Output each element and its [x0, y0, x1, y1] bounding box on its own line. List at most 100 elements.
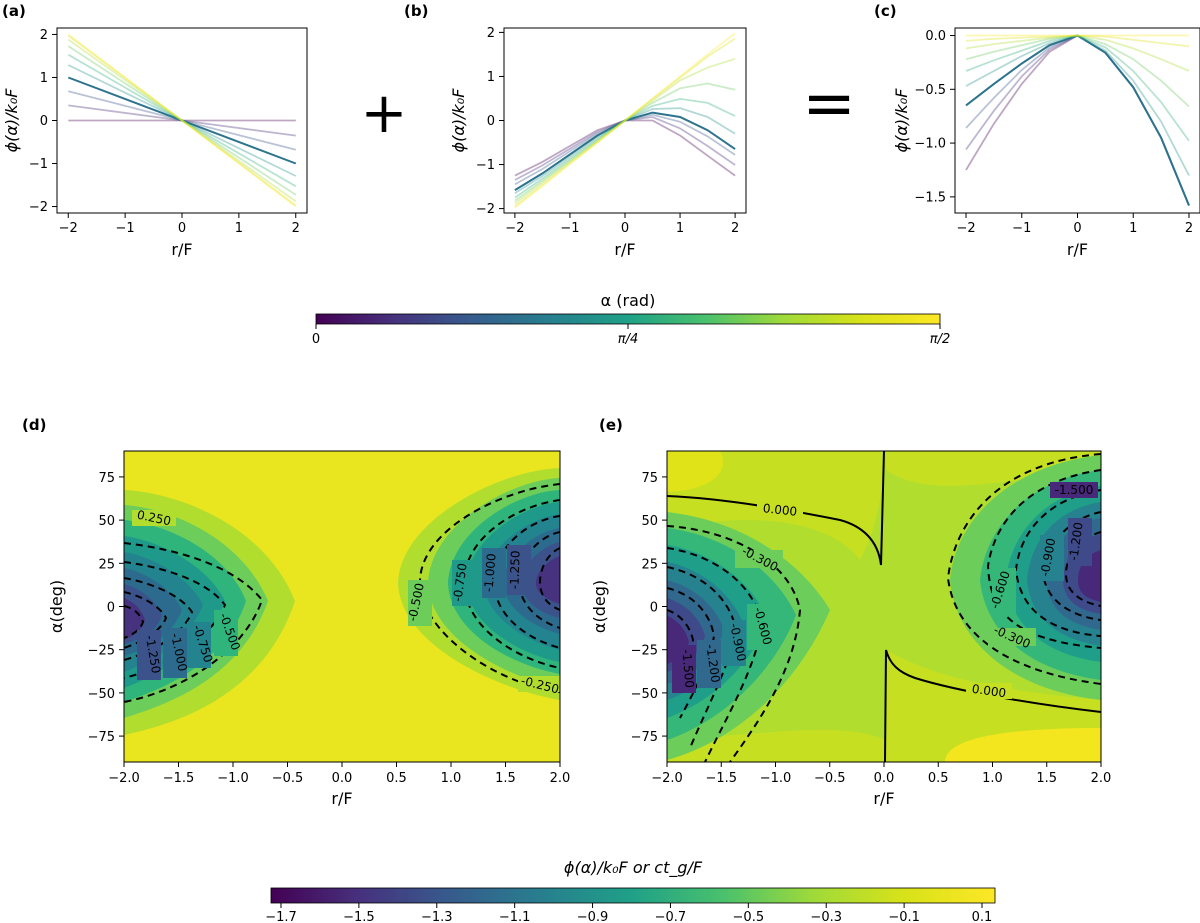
y-tick-label: −1.0 [914, 137, 946, 152]
x-tick-label: −2 [505, 221, 524, 236]
series-line [965, 34, 1190, 72]
filled-contour-band [945, 728, 1101, 762]
alpha-cbar-tick-label: π/2 [930, 332, 950, 347]
contour-label-bg [697, 640, 721, 688]
contour-label-bg [1040, 535, 1064, 581]
contour-label-bg [672, 645, 696, 693]
x-tick-label: 0.0 [332, 771, 353, 786]
solid-contours [667, 451, 1101, 762]
y-tick-label: 50 [98, 514, 115, 529]
contour-label: -0.750 [450, 562, 469, 602]
y-tick-label: 0 [487, 114, 495, 129]
contour-label: -1.250 [507, 550, 522, 589]
series-line [514, 32, 736, 209]
value-cbar-tick-label: −0.1 [888, 910, 920, 923]
series-line [514, 57, 736, 205]
series-line [67, 76, 297, 165]
value-colorbar: ϕ(α)/k₀F or ct_g/F −1.7 −1.5 −1.3 −1.1 −0.9 −… [265, 858, 996, 923]
y-tick-label: 1 [487, 70, 495, 85]
value-cbar-tick-label: 0.1 [972, 910, 993, 923]
contour-label-bg [735, 550, 783, 568]
value-cbar-tick-label: −0.9 [577, 910, 609, 923]
contour-label-bg [187, 622, 211, 668]
contour-label-bg [507, 545, 531, 595]
x-axis-label: r/F [331, 789, 352, 808]
y-tick-label: 0 [650, 601, 658, 616]
contour-line [538, 547, 560, 611]
series-line [67, 64, 297, 177]
x-tick-label: −2 [956, 221, 975, 236]
x-tick-label: 2.0 [1091, 771, 1112, 786]
contour-label-bg [452, 560, 476, 606]
y-tick-label: 25 [641, 557, 658, 572]
plus-operator: + [361, 81, 408, 146]
series-line [965, 34, 1190, 206]
y-tick-label: −25 [88, 644, 115, 659]
y-tick-label: 2 [40, 28, 48, 43]
y-axis-label: ϕ(α)/k₀F [449, 88, 468, 153]
series-line [965, 34, 1190, 176]
x-tick-label: −0.5 [814, 771, 846, 786]
x-tick-label: 2 [292, 221, 300, 236]
contour-line-zero [667, 451, 885, 566]
x-tick-label: 2 [1185, 221, 1193, 236]
x-tick-label: −1.0 [760, 771, 792, 786]
contour-line-zero [884, 649, 1101, 762]
y-tick-label: 1 [40, 71, 48, 86]
contour-label: 0.000 [971, 682, 1007, 701]
contour-label: -1.500 [679, 649, 696, 689]
contour-line [667, 525, 802, 762]
y-tick-label: 25 [98, 557, 115, 572]
y-tick-label: 0 [40, 114, 48, 129]
x-tick-label: −1.5 [705, 771, 737, 786]
contour-label-bg [988, 628, 1036, 646]
series-line [67, 53, 297, 188]
contour-label-bg [137, 630, 161, 680]
y-axis-label: α(deg) [590, 580, 609, 633]
contour-line [667, 587, 716, 719]
contour-label-bg [747, 604, 771, 650]
value-cbar-tick-label: −1.3 [421, 910, 453, 923]
y-tick-label: −25 [631, 644, 658, 659]
contour-label-bg [722, 620, 746, 666]
x-tick-label: −2.0 [108, 771, 140, 786]
value-colorbar-gradient [270, 887, 996, 904]
x-tick-label: −1.0 [217, 771, 249, 786]
plot-frame [954, 27, 1200, 214]
contour-line [124, 605, 145, 639]
x-tick-label: −2.0 [651, 771, 683, 786]
y-axis-label: ϕ(α)/k₀F [892, 88, 911, 153]
value-cbar-tick-label: −0.7 [655, 910, 687, 923]
y-axis-label: ϕ(α)/k₀F [2, 88, 21, 153]
x-tick-label: −1.5 [163, 771, 195, 786]
value-cbar-tick-label: −1.7 [265, 910, 297, 923]
panel-b: −2 −1 0 1 2 −2 −1 0 1 2 r/F ϕ(α)/k₀F [449, 26, 747, 259]
panel-e: 0.000 -0.300 -0.600 -0.900 -1.200 -1.500… [590, 450, 1112, 808]
y-tick-label: −50 [88, 687, 115, 702]
x-tick-label: 2.0 [550, 771, 571, 786]
x-tick-label: −1 [116, 221, 135, 236]
value-cbar-tick-label: −1.1 [499, 910, 531, 923]
x-tick-label: 1 [676, 221, 684, 236]
contour-line [124, 561, 227, 679]
y-tick-label: −0.5 [914, 83, 946, 98]
panel-label-c: (c) [874, 2, 897, 20]
y-axis-label: α(deg) [47, 580, 66, 633]
x-axis-label: r/F [873, 789, 894, 808]
x-tick-label: 1.0 [982, 771, 1003, 786]
series-line [965, 34, 1190, 108]
series-line [514, 107, 736, 194]
contour-label-bg [408, 580, 432, 626]
contour-label-bg [482, 548, 506, 598]
y-tick-label: −1 [29, 157, 48, 172]
series-line [514, 97, 736, 199]
alpha-cbar-tick-label: 0 [312, 332, 320, 347]
contour-label: 0.000 [762, 501, 798, 519]
value-cbar-tick-label: −0.3 [810, 910, 842, 923]
x-tick-label: 0.5 [386, 771, 407, 786]
y-tick-label: −75 [88, 730, 115, 745]
contour-label-bg [992, 568, 1016, 614]
contour-label-bg [1050, 482, 1098, 498]
contour-label-bg [132, 510, 176, 526]
